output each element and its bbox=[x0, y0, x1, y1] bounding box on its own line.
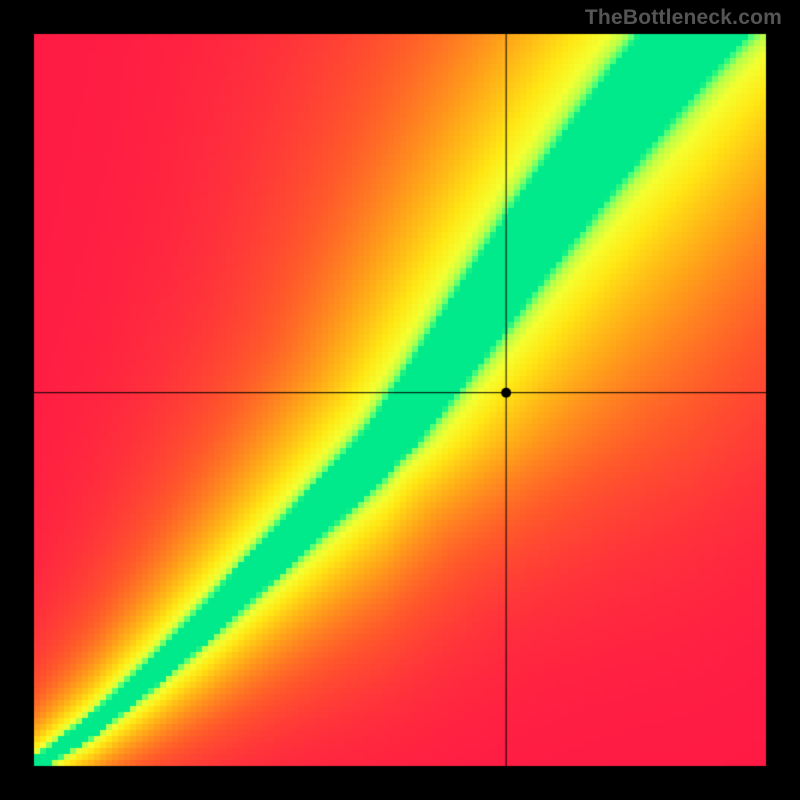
bottleneck-heatmap bbox=[0, 0, 800, 800]
watermark-text: TheBottleneck.com bbox=[585, 6, 782, 30]
